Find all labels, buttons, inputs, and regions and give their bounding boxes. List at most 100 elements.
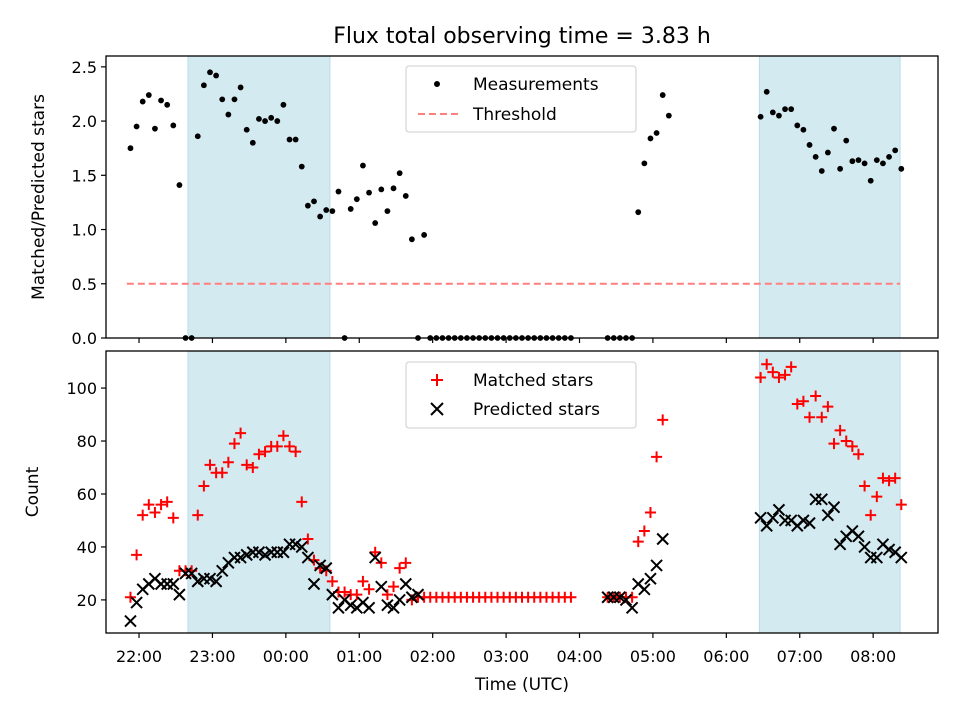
measurement-point: [249, 139, 256, 146]
matched-star-point: [889, 472, 901, 484]
matched-star-point: [235, 427, 247, 439]
predicted-star-point: [124, 614, 137, 628]
matched-star-point: [339, 586, 351, 598]
matched-star-point: [284, 440, 296, 452]
lower-y-tick-label: 100: [66, 379, 97, 398]
measurement-point: [384, 208, 391, 215]
x-tick-label: 08:00: [850, 647, 896, 666]
matched-star-point: [296, 496, 308, 508]
matched-star-point: [632, 536, 644, 548]
upper-legend-box: [405, 65, 637, 133]
upper-y-tick-label: 2.0: [72, 112, 97, 131]
matched-star-point: [241, 459, 253, 471]
measurement-point: [268, 114, 275, 121]
predicted-star-point: [326, 588, 339, 601]
upper-y-tick-label: 0.5: [72, 275, 97, 294]
predicted-star-point: [638, 583, 651, 596]
predicted-star-point: [191, 575, 204, 588]
matched-star-point: [638, 525, 650, 537]
matched-star-point: [155, 499, 167, 511]
lower-y-tick-label: 20: [77, 591, 97, 610]
lower-legend: Matched stars Predicted stars: [405, 361, 637, 429]
measurement-point: [880, 160, 886, 167]
measurement-point: [659, 92, 666, 98]
predicted-star-point: [295, 540, 308, 554]
measurement-point: [335, 188, 342, 195]
x-tick-label: 04:00: [556, 647, 602, 666]
measurement-point: [213, 72, 220, 79]
measurement-point: [408, 236, 415, 243]
matched-star-point: [222, 456, 234, 468]
matched-star-point: [852, 448, 864, 460]
predicted-star-points: [124, 493, 908, 628]
matched-star-point: [351, 589, 363, 601]
predicted-star-point: [185, 567, 198, 580]
legend-matched-label: Matched stars: [473, 371, 593, 391]
predicted-star-point: [301, 551, 315, 564]
measurement-point: [360, 162, 366, 169]
matched-star-point: [259, 446, 271, 458]
predicted-star-point: [644, 572, 657, 585]
matched-star-point: [394, 562, 406, 574]
measurement-point: [219, 96, 226, 103]
measurement-point: [873, 157, 880, 164]
x-tick-label: 05:00: [630, 647, 676, 666]
lower-panel: 20 40 60 80 100 22:00 23:00 00:00 01:00 02:00 03:…: [23, 350, 939, 695]
measurement-point: [286, 136, 293, 143]
matched-star-point: [124, 591, 136, 603]
predicted-star-point: [772, 503, 786, 517]
matched-star-point: [271, 440, 283, 452]
measurement-point: [176, 182, 183, 188]
predicted-star-point: [393, 593, 406, 607]
matched-star-point: [565, 591, 577, 603]
matched-star-point: [767, 366, 779, 378]
matched-star-point: [755, 371, 767, 383]
predicted-star-point: [405, 591, 419, 604]
matched-star-points: [124, 358, 907, 606]
lower-x-ticks: 22:00 23:00 00:00 01:00 02:00 03:00 04:00 05:00…: [116, 633, 896, 666]
x-tick-label: 03:00: [483, 647, 529, 666]
upper-y-tick-label: 2.5: [72, 58, 97, 77]
measurement-point: [861, 160, 868, 167]
measurement-point: [347, 206, 354, 212]
x-axis-label: Time (UTC): [474, 675, 569, 695]
matched-star-point: [326, 575, 338, 587]
measurement-point: [311, 198, 317, 205]
measurement-point: [225, 111, 232, 118]
matched-star-point: [198, 480, 210, 492]
measurement-point: [329, 208, 336, 215]
measurement-point: [280, 101, 287, 108]
lower-y-tick-label: 80: [77, 432, 97, 451]
upper-y-ticks: 0.0 0.5 1.0 1.5 2.0 2.5: [72, 58, 106, 348]
measurement-point: [262, 118, 268, 124]
matched-star-point: [302, 533, 314, 545]
predicted-star-point: [411, 588, 425, 601]
measurement-point: [800, 126, 807, 133]
measurement-point: [127, 145, 134, 152]
predicted-star-point: [852, 530, 865, 543]
legend-predicted-marker: [430, 402, 444, 416]
predicted-star-point: [368, 551, 382, 564]
matched-star-point: [388, 581, 400, 593]
matched-star-point: [810, 390, 822, 402]
measurement-point: [353, 196, 360, 203]
measurement-point: [366, 189, 372, 196]
legend-predicted-label: Predicted stars: [473, 400, 600, 420]
predicted-star-point: [130, 596, 143, 609]
matched-star-point: [363, 583, 375, 595]
matched-star-point: [277, 430, 289, 442]
matched-star-point: [877, 472, 889, 484]
x-tick-label: 22:00: [116, 647, 162, 666]
measurement-point: [152, 125, 158, 132]
measurement-point: [843, 137, 850, 144]
predicted-star-point: [154, 577, 168, 591]
measurement-point: [421, 232, 428, 238]
matched-star-point: [228, 438, 240, 450]
measurement-point: [898, 165, 905, 172]
matched-star-point: [791, 398, 803, 410]
legend-measurements-marker: [434, 81, 440, 87]
predicted-star-point: [252, 546, 266, 559]
matched-star-point: [651, 451, 663, 463]
predicted-star-point: [375, 580, 388, 593]
measurement-point: [274, 118, 281, 124]
